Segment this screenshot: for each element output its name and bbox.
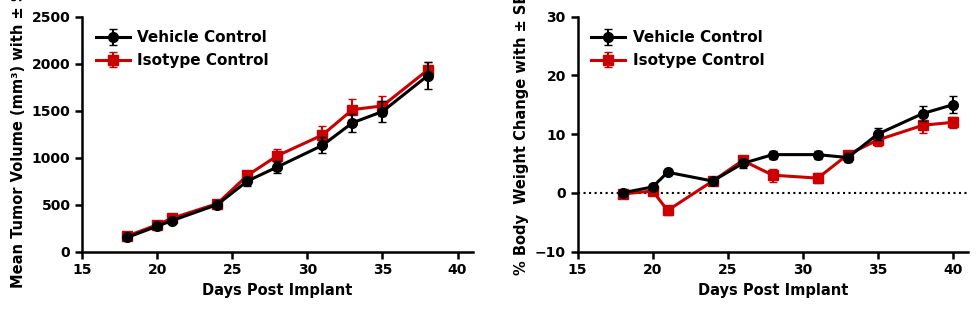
X-axis label: Days Post Implant: Days Post Implant bbox=[697, 283, 847, 298]
Legend: Vehicle Control, Isotype Control: Vehicle Control, Isotype Control bbox=[90, 24, 275, 74]
Y-axis label: % Body  Weight Change with ± SE: % Body Weight Change with ± SE bbox=[513, 0, 529, 275]
Legend: Vehicle Control, Isotype Control: Vehicle Control, Isotype Control bbox=[585, 24, 770, 74]
Y-axis label: Mean Tumor Volume (mm³) with ± SE: Mean Tumor Volume (mm³) with ± SE bbox=[11, 0, 26, 288]
X-axis label: Days Post Implant: Days Post Implant bbox=[202, 283, 352, 298]
